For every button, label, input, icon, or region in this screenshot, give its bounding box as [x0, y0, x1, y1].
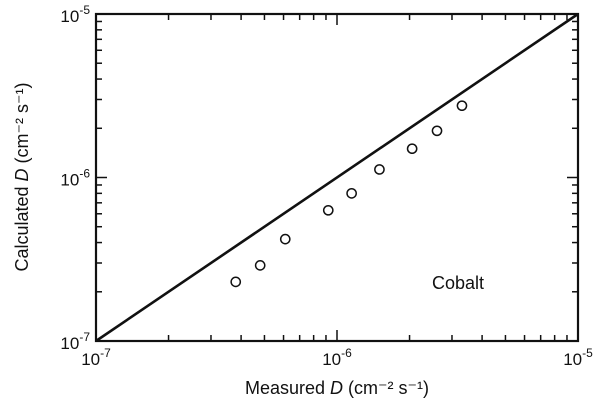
x-tick-labels: 10-7 10-6 10-5	[81, 346, 593, 369]
y-axis-label-units: (cm⁻² s⁻¹)	[12, 82, 32, 163]
y-axis-label: Calculated D (cm⁻² s⁻¹)	[12, 82, 32, 271]
data-point-7	[406, 143, 418, 155]
data-point-9	[456, 100, 468, 112]
data-points	[230, 100, 468, 288]
reference-line	[95, 12, 579, 343]
x-axis-label-var: D	[330, 378, 343, 398]
y-axis-label-prefix: Calculated	[12, 181, 32, 271]
y-tick-label-exp: -6	[79, 167, 90, 181]
y-axis-label-var: D	[12, 168, 32, 181]
x-tick-label-exp: -7	[100, 346, 111, 360]
cobalt-annotation: Cobalt	[432, 273, 484, 293]
data-point-8	[431, 125, 443, 137]
y-tick-label: 10-5	[60, 3, 90, 26]
x-tick-label: 10-6	[322, 346, 352, 369]
y-tick-label-exp: -5	[79, 3, 90, 17]
plot-area: Cobalt	[94, 12, 580, 343]
y-tick-labels: 10-710-610-5	[60, 3, 90, 353]
x-tick-label-base: 10	[322, 350, 341, 369]
x-tick-label-base: 10	[563, 350, 582, 369]
data-point-2	[254, 260, 266, 271]
x-axis-label-prefix: Measured	[245, 378, 330, 398]
x-tick-label-exp: -6	[341, 346, 352, 360]
data-point-5	[346, 187, 357, 199]
data-point-1	[230, 276, 242, 288]
y-tick-label-base: 10	[60, 7, 79, 26]
x-tick-label-base: 10	[81, 350, 100, 369]
y-tick-label: 10-6	[60, 167, 90, 190]
data-point-3	[279, 233, 291, 245]
x-tick-label: 10-7	[81, 346, 111, 369]
x-axis-label: Measured D (cm⁻² s⁻¹)	[245, 378, 429, 398]
x-tick-label-exp: -5	[582, 346, 593, 360]
data-point-4	[322, 204, 334, 216]
x-tick-label: 10-5	[563, 346, 593, 369]
data-point-6	[374, 164, 385, 175]
x-axis-label-units: (cm⁻² s⁻¹)	[348, 378, 429, 398]
y-tick-label: 10-7	[60, 330, 90, 353]
y-tick-label-base: 10	[60, 171, 79, 190]
axis-ticks	[95, 13, 579, 342]
y-tick-label-base: 10	[60, 334, 79, 353]
y-tick-label-exp: -7	[79, 330, 90, 344]
